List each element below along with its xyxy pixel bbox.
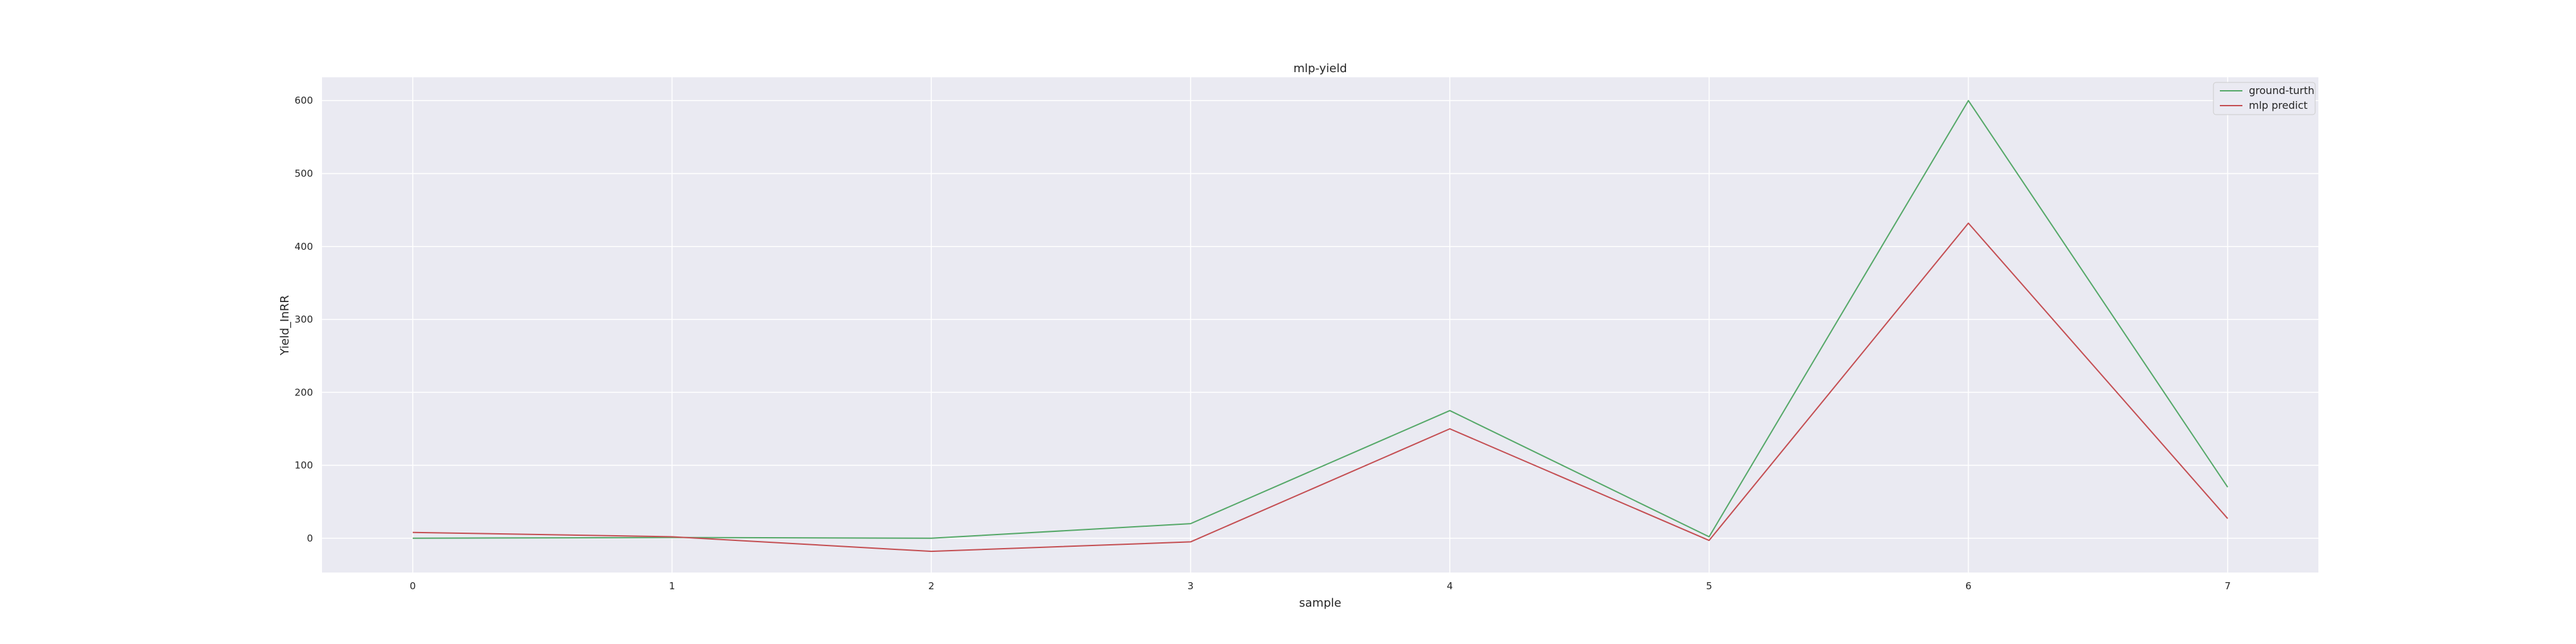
y-tick-label: 100 (294, 460, 313, 471)
y-tick-label: 0 (307, 533, 313, 544)
x-tick-label: 5 (1706, 580, 1712, 592)
x-axis-label: sample (1299, 596, 1341, 610)
y-axis-label: Yield_InRR (278, 295, 292, 356)
legend-label-mlp-predict: mlp predict (2249, 99, 2307, 111)
series-lines (412, 100, 2228, 553)
series-line-mlp-predict (412, 222, 2228, 553)
y-tick-label: 200 (294, 386, 313, 398)
x-tick-label: 4 (1447, 580, 1454, 592)
x-tick-labels: 0 1 2 3 4 5 6 7 (410, 580, 2231, 592)
x-tick-label: 6 (1965, 580, 1972, 592)
chart-title: mlp-yield (1293, 62, 1347, 75)
legend: ground-turth mlp predict (2213, 82, 2316, 115)
y-tick-labels: 0 100 200 300 400 500 600 (294, 95, 313, 544)
x-tick-label: 0 (410, 580, 416, 592)
y-tick-label: 500 (294, 167, 313, 179)
legend-label-ground-turth: ground-turth (2249, 84, 2315, 97)
y-tick-label: 400 (294, 241, 313, 252)
x-tick-label: 3 (1188, 580, 1194, 592)
y-tick-label: 300 (294, 314, 313, 325)
y-tick-label: 600 (294, 95, 313, 106)
x-tick-label: 2 (928, 580, 934, 592)
x-gridlines (412, 77, 2228, 573)
x-tick-label: 1 (669, 580, 676, 592)
plot-area (322, 77, 2318, 573)
y-gridlines (322, 100, 2318, 539)
x-tick-label: 7 (2224, 580, 2231, 592)
series-line-ground-turth (412, 100, 2228, 539)
